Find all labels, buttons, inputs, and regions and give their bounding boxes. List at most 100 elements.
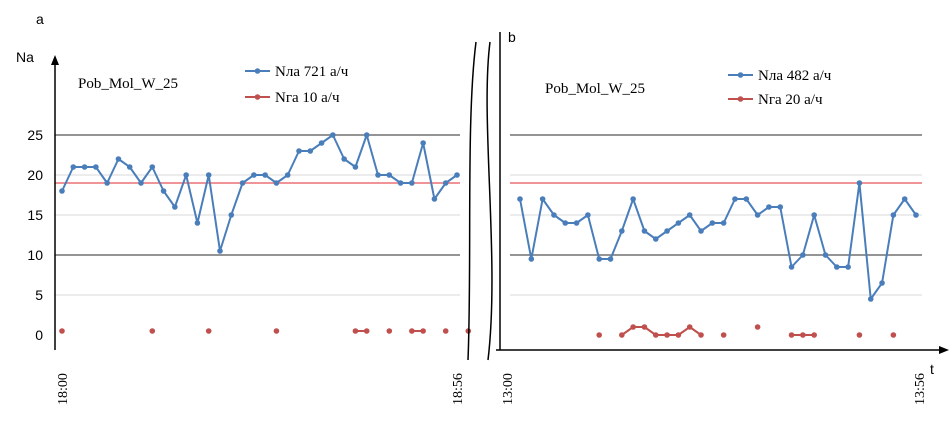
series-a-blue-point [81,164,88,170]
series-a-blue-point [307,148,314,154]
panel-a: a Na 0 5 10 15 20 25 Pob_Mol_W_25 Nла 721 а/ч… [16,11,472,405]
series-a-blue-point [375,172,381,178]
series-b-red-point [720,332,727,338]
series-b-blue-point [585,212,591,218]
series-b-blue-point [539,196,546,202]
series-b-blue-point [834,264,840,270]
y-tick-label-10: 10 [27,247,43,263]
series-b-blue-point [562,220,569,226]
series-b-blue-point [811,212,817,218]
series-b-blue-point [517,196,523,202]
panel-b-inner-label: Pob_Mol_W_25 [545,81,645,97]
series-a-blue-point [239,180,246,186]
series-a-red-point [352,328,359,334]
series-a-red-point [149,328,156,334]
legend-b-blue-marker [737,72,744,78]
series-a-blue-point [431,196,438,202]
series-a-blue-point [341,156,347,162]
series-a-blue-point [183,172,189,178]
series-b-blue-point [901,196,908,202]
series-a-blue-point [262,172,268,178]
panel-a-y-label: Na [16,49,34,65]
panel-a-series [59,132,472,334]
series-b-blue-point [573,220,580,226]
series-a-red-point [442,328,449,334]
series-b-blue-point [788,264,795,270]
series-a-red-point [409,328,415,334]
panel-b-series [517,180,919,338]
axis-break-left-curve [467,41,477,361]
series-b-red-point [754,324,761,330]
panel-a-legend: Nла 721 а/ч Nга 10 а/ч [245,64,349,106]
series-a-blue-point [442,180,449,186]
series-a-red-point [363,328,370,334]
series-a-blue-point [318,140,325,146]
series-b-red-point [811,332,817,338]
panel-a-inner-label: Pob_Mol_W_25 [78,76,178,92]
axis-break-right-curve [486,41,493,361]
series-a-blue-point [115,156,122,162]
series-a-blue-point [70,164,77,170]
series-a-red-point [273,328,280,334]
series-a-blue-point [363,132,370,138]
series-b-blue-point [675,220,682,226]
series-a-blue-point [296,148,302,154]
series-b-blue-point [551,212,557,218]
series-a-red-point [59,328,65,334]
panel-a-x-end-label: 18:56 [451,373,466,405]
y-tick-label-5: 5 [35,287,43,303]
series-a-blue-point [138,180,144,186]
series-b-red-point [596,332,602,338]
series-a-blue-point [93,164,99,170]
series-b-red-point [698,332,704,338]
series-a-blue-point [194,220,201,226]
series-b-red-point [619,332,625,338]
series-b-blue-point [777,204,784,210]
series-b-red-point [856,332,863,338]
series-b-red-point [890,332,897,338]
x-axis-label: t [930,361,934,377]
panel-a-letter: a [36,11,44,27]
y-tick-label-25: 25 [27,127,43,143]
series-a-red-point [420,328,426,334]
series-b-blue-point [732,196,738,202]
y-tick-label-20: 20 [27,167,43,183]
series-b-blue-point [890,212,897,218]
series-b-blue-point [856,180,863,186]
series-a-blue-point [330,132,336,138]
panel-a-x-start-label: 18:00 [56,373,71,405]
series-a-blue-point [126,164,133,170]
panel-a-y-ticks: 0 5 10 15 20 25 [27,127,43,343]
series-a-blue-point [160,188,167,194]
series-b-blue-point [754,212,761,218]
series-a-blue-point [228,212,235,218]
series-a-blue-point [273,180,280,186]
series-a-blue-point [420,140,426,146]
series-b-blue-line [519,182,917,300]
series-b-blue-point [596,256,602,262]
series-b-blue-point [686,212,693,218]
series-a-blue-point [149,164,156,170]
axis-break-gap [468,340,496,360]
series-b-blue-point [720,220,727,226]
legend-a-red-marker [254,94,261,100]
panel-b: b Pob_Mol_W_25 Nла 482 а/ч Nга 20 а/ч t … [496,29,949,405]
series-b-red-point [664,332,670,338]
legend-b-blue-label: Nла 482 а/ч [758,68,832,84]
series-b-blue-point [664,228,670,234]
series-b-red-point [686,324,693,330]
series-a-blue-point [284,172,291,178]
series-a-blue-point [386,172,393,178]
series-b-blue-point [641,228,648,234]
series-b-blue-point [800,252,806,258]
legend-a-blue-label: Nла 721 а/ч [275,64,349,80]
series-a-blue-point [172,204,178,210]
panel-b-grid [510,134,922,296]
legend-a-blue-marker [254,68,261,74]
series-a-red-point [386,328,393,334]
series-b-blue-point [698,228,704,234]
series-a-red-point [205,328,212,334]
series-a-blue-point [409,180,415,186]
axis-break [467,41,496,361]
